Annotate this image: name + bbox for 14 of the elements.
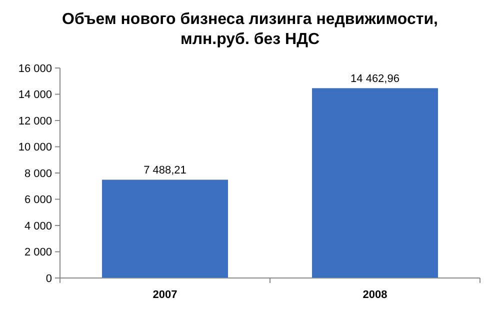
chart-title: Объем нового бизнеса лизинга недвижимости, млн.руб. без НДС — [62, 11, 438, 48]
y-tick-label: 16 000 — [18, 62, 52, 75]
y-tick-label: 8 000 — [24, 168, 52, 180]
x-tick-label: 2008 — [362, 289, 388, 301]
y-tick-label: 6 000 — [24, 194, 52, 206]
data-label: 7 488,21 — [144, 164, 186, 177]
y-tick-label: 10 000 — [18, 142, 52, 154]
y-tick-label: 14 000 — [18, 89, 52, 102]
y-tick-label: 2 000 — [24, 246, 52, 259]
data-label: 14 462,96 — [350, 73, 400, 86]
x-tick-label: 2007 — [152, 289, 178, 301]
y-tick-label: 4 000 — [24, 220, 52, 232]
y-tick-label: 12 000 — [18, 115, 52, 128]
y-tick-label: 0 — [46, 272, 52, 285]
